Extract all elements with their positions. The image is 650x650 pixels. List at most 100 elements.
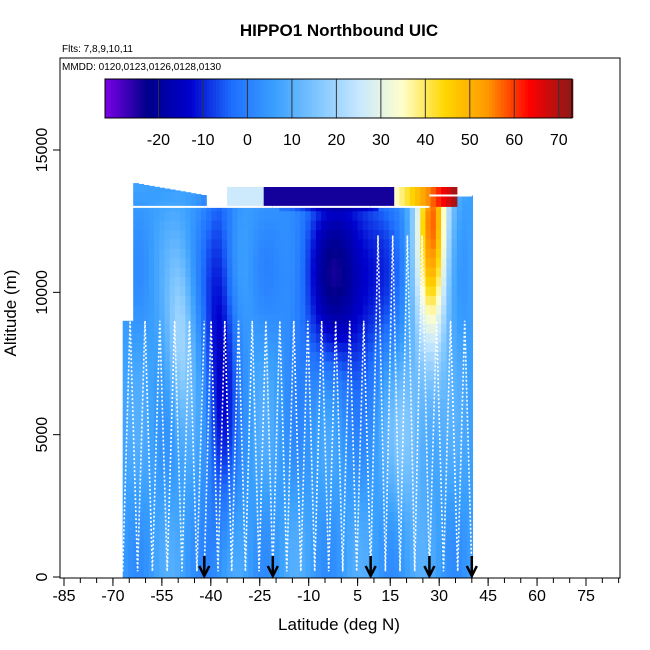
- heatmap-cell: [263, 351, 270, 362]
- heatmap-cell: [451, 332, 458, 343]
- heatmap-cell: [342, 220, 348, 230]
- heatmap-cell: [201, 473, 207, 484]
- heatmap-cell: [467, 539, 473, 550]
- colorbar-swatch: [354, 79, 358, 118]
- heatmap-cell: [190, 417, 197, 428]
- heatmap-cell: [388, 436, 395, 447]
- heatmap-cell: [201, 426, 207, 437]
- heatmap-cell: [326, 342, 333, 353]
- colorbar-swatch: [270, 79, 274, 118]
- heatmap-cell: [451, 351, 458, 362]
- heatmap-cell: [253, 257, 259, 268]
- heatmap-cell: [201, 370, 207, 381]
- heatmap-cell: [164, 389, 171, 400]
- heatmap-cell: [232, 389, 239, 400]
- heatmap-cell: [221, 206, 228, 212]
- heatmap-cell: [425, 332, 432, 343]
- heatmap-cell: [159, 548, 166, 559]
- heatmap-cell: [237, 389, 244, 400]
- heatmap-cell: [127, 407, 134, 418]
- heatmap-cell: [154, 314, 160, 324]
- heatmap-cell: [284, 304, 291, 315]
- heatmap-cell: [138, 238, 145, 249]
- heatmap-cell: [148, 220, 155, 230]
- heatmap-cell: [336, 548, 343, 559]
- heatmap-cell: [295, 567, 301, 578]
- heatmap-cell: [201, 407, 207, 418]
- heatmap-cell: [446, 229, 453, 240]
- heatmap-cell: [195, 285, 202, 296]
- heatmap-cell: [409, 238, 416, 249]
- heatmap-cell: [268, 370, 275, 381]
- heatmap-cell: [274, 483, 280, 494]
- heatmap-cell: [467, 548, 473, 559]
- heatmap-cell: [242, 501, 249, 512]
- heatmap-cell: [342, 295, 348, 306]
- heatmap-cell: [404, 206, 411, 212]
- heatmap-cell: [185, 417, 192, 428]
- heatmap-cell: [274, 445, 280, 456]
- heatmap-cell: [435, 351, 442, 362]
- heatmap-cell: [284, 483, 291, 494]
- heatmap-cell: [138, 398, 145, 409]
- heatmap-cell: [268, 492, 275, 503]
- heatmap-cell: [399, 426, 406, 437]
- heatmap-cell: [305, 548, 312, 559]
- heatmap-cell: [169, 314, 176, 324]
- heatmap-cell: [404, 398, 411, 409]
- heatmap-cell: [456, 558, 463, 569]
- heatmap-cell: [409, 248, 416, 259]
- heatmap-cell: [227, 483, 233, 494]
- heatmap-cell: [394, 314, 400, 324]
- heatmap-cell: [420, 501, 427, 512]
- heatmap-cell: [456, 332, 463, 343]
- heatmap-cell: [300, 473, 306, 484]
- heatmap-cell: [368, 342, 374, 353]
- heatmap-cell: [446, 473, 453, 484]
- heatmap-cell: [185, 276, 192, 287]
- x-tick-label: -10: [297, 588, 320, 605]
- heatmap-cell: [456, 351, 463, 362]
- colorbar-swatch: [171, 79, 175, 118]
- heatmap-cell: [441, 511, 447, 522]
- heatmap-cell: [274, 323, 280, 334]
- heatmap-cell: [174, 492, 181, 503]
- heatmap-cell: [221, 229, 228, 240]
- heatmap-cell: [456, 238, 463, 249]
- heatmap-cell: [232, 285, 239, 296]
- heatmap-cell: [232, 238, 239, 249]
- heatmap-cell: [300, 314, 306, 324]
- heatmap-cell: [425, 407, 432, 418]
- heatmap-cell: [441, 285, 447, 296]
- heatmap-cell: [289, 238, 296, 249]
- heatmap-cell: [456, 501, 463, 512]
- heatmap-cell: [242, 304, 249, 315]
- heatmap-cell: [326, 473, 333, 484]
- heatmap-cell: [206, 229, 212, 240]
- heatmap-cell: [180, 464, 186, 475]
- heatmap-cell: [284, 206, 291, 212]
- heatmap-cell: [154, 464, 160, 475]
- heatmap-cell: [315, 220, 322, 230]
- heatmap-cell: [148, 426, 155, 437]
- colorbar-swatch: [261, 79, 265, 118]
- heatmap-cell: [143, 267, 150, 277]
- heatmap-cell: [352, 187, 359, 207]
- heatmap-cell: [268, 389, 275, 400]
- heatmap-cell: [258, 295, 265, 306]
- heatmap-cell: [383, 276, 390, 287]
- heatmap-cell: [462, 548, 468, 559]
- heatmap-cell: [373, 323, 380, 334]
- heatmap-cell: [388, 501, 395, 512]
- heatmap-cell: [263, 248, 270, 259]
- heatmap-cell: [347, 473, 353, 484]
- heatmap-cell: [180, 304, 186, 315]
- heatmap-cell: [248, 417, 254, 428]
- heatmap-cell: [242, 295, 249, 306]
- heatmap-cell: [154, 511, 160, 522]
- colorbar-swatch: [510, 79, 514, 118]
- heatmap-cell: [394, 360, 400, 371]
- heatmap-cell: [462, 285, 468, 296]
- heatmap-cell: [368, 238, 374, 249]
